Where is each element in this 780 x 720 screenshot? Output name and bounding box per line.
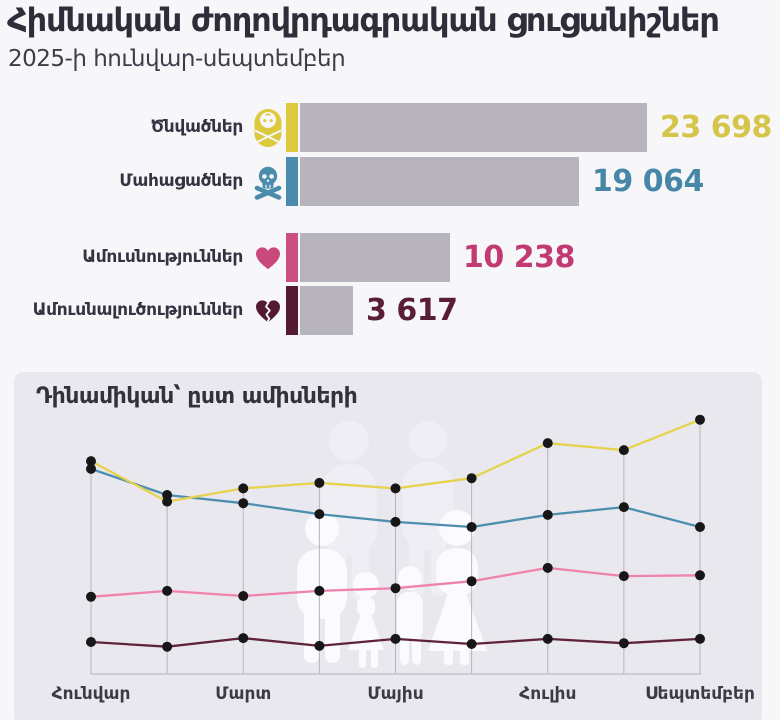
bar-accent-marriages — [286, 233, 298, 282]
chart-point-divorces — [618, 638, 629, 649]
chart-point-births — [390, 483, 401, 494]
chart-point-deaths — [466, 522, 477, 532]
chart-point-marriages — [542, 562, 553, 573]
chart-point-deaths — [86, 463, 96, 474]
chart-point-marriages — [695, 570, 705, 581]
chart-point-marriages — [390, 583, 401, 594]
chart-point-marriages — [314, 585, 325, 596]
chart-point-deaths — [390, 516, 401, 527]
broken-heart-icon-svg — [256, 299, 280, 322]
chart-point-marriages — [466, 576, 477, 587]
dynamics-panel — [14, 372, 762, 720]
chart-point-births — [238, 483, 249, 494]
chart-point-divorces — [542, 633, 553, 644]
month-label: Մայիս — [367, 684, 423, 704]
bar-label: Ամուսնալուծություններ — [32, 300, 244, 320]
month-label: Հունվար — [52, 684, 131, 704]
bar-accent-divorces — [286, 286, 298, 335]
chart-point-divorces — [86, 637, 96, 647]
skull-icon — [249, 157, 287, 206]
family-silhouette-front — [297, 510, 487, 668]
bar-row-deaths: Մահացածներ 19 064 — [0, 157, 780, 206]
month-label: Հուլիս — [519, 684, 576, 704]
bar-value-births: 23 698 — [660, 110, 772, 145]
skull-icon-svg — [254, 166, 282, 200]
bar-births — [300, 103, 647, 152]
chart-point-deaths — [618, 502, 629, 513]
chart-point-divorces — [390, 633, 401, 644]
page-subtitle: 2025-ի հունվար-սեպտեմբեր — [8, 46, 346, 72]
bar-value-divorces: 3 617 — [366, 293, 458, 328]
page-title: Հիմնական ժողովրդագրական ցուցանիշներ — [7, 1, 720, 39]
bar-accent-deaths — [286, 157, 298, 206]
dynamics-title: Դինամիկան՝ ըստ ամիսների — [36, 384, 358, 409]
chart-point-births — [695, 414, 705, 425]
chart-point-births — [618, 445, 629, 456]
bar-row-marriages: Ամուսնություններ 10 238 — [0, 233, 780, 282]
chart-point-divorces — [466, 639, 477, 649]
chart-layer: Հունվար Մարտ Մայիս Հուլիս Սեպտեմբեր — [52, 414, 755, 704]
heart-icon-svg — [256, 246, 280, 269]
chart-point-divorces — [314, 640, 325, 651]
chart-point-marriages — [618, 571, 629, 582]
chart-point-deaths — [542, 509, 553, 520]
chart-point-births — [466, 473, 477, 484]
chart-point-marriages — [238, 591, 249, 601]
heart-icon — [249, 233, 287, 282]
bar-label: Մահացածներ — [119, 171, 243, 191]
chart-point-divorces — [162, 641, 173, 652]
baby-icon-svg — [254, 108, 282, 147]
month-label: Մարտ — [215, 684, 271, 704]
chart-point-deaths — [238, 498, 249, 509]
bar-accent-births — [286, 103, 298, 152]
chart-point-marriages — [86, 591, 96, 602]
chart-point-deaths — [314, 509, 325, 520]
bar-deaths — [300, 157, 579, 206]
bar-value-deaths: 19 064 — [592, 164, 704, 199]
chart-point-deaths — [162, 490, 173, 500]
chart-point-births — [86, 456, 96, 467]
bar-row-births: Ծնվածներ 23 698 — [0, 103, 780, 152]
month-label: Սեպտեմբեր — [645, 684, 755, 704]
chart-point-births — [314, 477, 325, 488]
broken-heart-icon — [249, 286, 287, 335]
bar-value-marriages: 10 238 — [463, 240, 575, 275]
chart-point-births — [542, 438, 553, 449]
bar-marriages — [300, 233, 450, 282]
baby-icon — [249, 103, 287, 152]
chart-point-marriages — [162, 585, 173, 596]
chart-point-deaths — [695, 522, 705, 532]
chart-point-divorces — [695, 633, 705, 644]
bar-label: Ծնվածներ — [150, 117, 244, 137]
bar-label: Ամուսնություններ — [82, 247, 243, 267]
chart-point-divorces — [238, 633, 249, 644]
bar-divorces — [300, 286, 353, 335]
bar-row-divorces: Ամուսնալուծություններ 3 617 — [0, 286, 780, 335]
